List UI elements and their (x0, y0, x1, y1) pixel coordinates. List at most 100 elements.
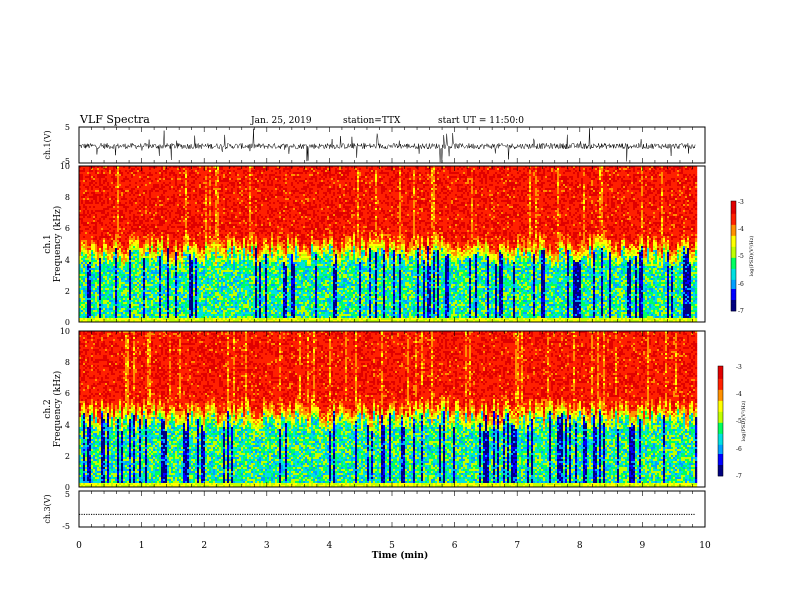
spectrogram-cell (91, 254, 94, 257)
spectrogram-cell (159, 318, 162, 321)
spectrogram-cell (161, 280, 164, 283)
spectrogram-cell (95, 308, 98, 311)
spectrogram-cell (199, 318, 202, 321)
spectrogram-cell (147, 178, 150, 181)
spectrogram-cell (157, 190, 160, 193)
spectrogram-cell (133, 296, 136, 299)
spectrogram-cell (179, 294, 182, 297)
spectrogram-cell (101, 166, 104, 169)
spectrogram-cell (129, 234, 132, 237)
spectrogram-cell (163, 300, 166, 303)
spectrogram-cell (165, 280, 168, 283)
spectrogram-cell (153, 300, 156, 303)
spectrogram-cell (169, 272, 172, 275)
spectrogram-cell (143, 270, 146, 273)
spectrogram-cell (143, 254, 146, 257)
spectrogram-cell (199, 190, 202, 193)
spectrogram-cell (139, 236, 142, 239)
spectrogram-cell (171, 240, 174, 243)
spectrogram-cell (101, 264, 104, 267)
spectrogram-cell (159, 320, 162, 323)
spectrogram-cell (179, 284, 182, 287)
spectrogram-cell (171, 290, 174, 293)
spectrogram-cell (121, 288, 124, 291)
spectrogram-cell (97, 294, 100, 297)
spectrogram-cell (103, 256, 106, 259)
spectrogram-cell (153, 308, 156, 311)
spectrogram-cell (193, 302, 196, 305)
spectrogram-cell (193, 196, 196, 199)
spectrogram-cell (179, 308, 182, 311)
spectrogram-cell (181, 294, 184, 297)
spectrogram-cell (189, 212, 192, 215)
spectrogram-cell (203, 198, 206, 201)
spectrogram-cell (87, 236, 90, 239)
spectrogram-cell (177, 208, 180, 211)
spectrogram-cell (117, 272, 120, 275)
spectrogram-cell (131, 318, 134, 321)
spectrogram-cell (151, 302, 154, 305)
spectrogram-cell (99, 292, 102, 295)
spectrogram-cell (101, 290, 104, 293)
spectrogram-cell (117, 284, 120, 287)
spectrogram-cell (99, 174, 102, 177)
spectrogram-cell (101, 254, 104, 257)
spectrogram-cell (107, 264, 110, 267)
spectrogram-cell (189, 222, 192, 225)
spectrogram-cell (187, 258, 190, 261)
spectrogram-cell (195, 166, 198, 169)
spectrogram-cell (191, 266, 194, 269)
spectrogram-cell (133, 206, 136, 209)
spectrogram-cell (203, 262, 206, 265)
spectrogram-cell (185, 214, 188, 217)
spectrogram-cell (89, 184, 92, 187)
spectrogram-cell (177, 298, 180, 301)
spectrogram-cell (105, 320, 108, 323)
spectrogram-cell (189, 202, 192, 205)
spectrogram-cell (201, 192, 204, 195)
spectrogram-cell (181, 220, 184, 223)
spectrogram-cell (189, 266, 192, 269)
spectrogram-cell (103, 292, 106, 295)
spectrogram-cell (101, 278, 104, 281)
spectrogram-cell (203, 174, 206, 177)
spectrogram-cell (141, 184, 144, 187)
spectrogram-cell (187, 292, 190, 295)
spectrogram-cell (165, 214, 168, 217)
spectrogram-cell (175, 318, 178, 321)
spectrogram-cell (153, 178, 156, 181)
spectrogram-cell (131, 304, 134, 307)
spectrogram-cell (195, 212, 198, 215)
spectrogram-cell (83, 320, 86, 323)
spectrogram-cell (135, 256, 138, 259)
spectrogram-cell (99, 298, 102, 301)
spectrogram-cell (201, 204, 204, 207)
spectrogram-cell (119, 280, 122, 283)
spectrogram-cell (113, 172, 116, 175)
spectrogram-cell (203, 212, 206, 215)
spectrogram-cell (141, 232, 144, 235)
spectrogram-cell (107, 236, 110, 239)
spectrogram-cell (83, 188, 86, 191)
spectrogram-cell (117, 250, 120, 253)
spectrogram-cell (97, 208, 100, 211)
spectrogram-cell (201, 190, 204, 193)
spectrogram-cell (89, 290, 92, 293)
spectrogram-cell (151, 290, 154, 293)
spectrogram-cell (133, 304, 136, 307)
spectrogram-cell (85, 194, 88, 197)
spectrogram-cell (131, 210, 134, 213)
spectrogram-cell (199, 200, 202, 203)
spectrogram-cell (201, 316, 204, 319)
spectrogram-cell (133, 226, 136, 229)
spectrogram-cell (115, 248, 118, 251)
spectrogram-cell (191, 214, 194, 217)
spectrogram-cell (163, 200, 166, 203)
spectrogram-cell (99, 244, 102, 247)
spectrogram-cell (169, 238, 172, 241)
spectrogram-cell (155, 238, 158, 241)
spectrogram-cell (103, 214, 106, 217)
spectrogram-cell (79, 170, 82, 173)
spectrogram-cell (169, 264, 172, 267)
spectrogram-cell (135, 296, 138, 299)
